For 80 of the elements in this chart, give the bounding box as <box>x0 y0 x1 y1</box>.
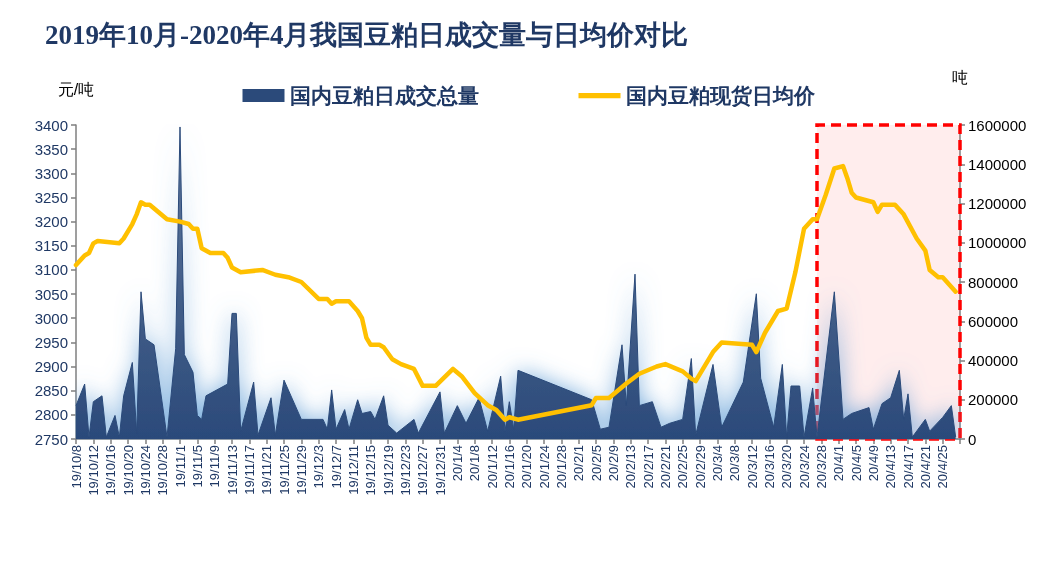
x-tick-label: 20/1/12 <box>484 445 500 489</box>
x-tick-label: 20/2/21 <box>657 445 673 489</box>
x-tick-label: 20/1/4 <box>449 445 465 482</box>
y-tick-label: 3350 <box>34 140 68 158</box>
y-axis-title: 元/吨 <box>57 80 95 98</box>
x-tick-label: 20/4/1 <box>831 445 847 482</box>
x-tick-label: 20/2/13 <box>623 445 639 489</box>
x-tick-label: 19/12/7 <box>328 445 344 489</box>
x-tick-label: 20/2/25 <box>675 445 691 489</box>
y-tick-label: 3400 <box>34 116 68 134</box>
x-tick-label: 19/11/9 <box>207 445 223 488</box>
x-tick-label: 19/10/8 <box>68 445 84 489</box>
y-tick-label: 3100 <box>34 261 68 279</box>
x-tick-label: 20/1/28 <box>553 445 569 489</box>
x-tick-label: 20/3/4 <box>709 445 725 482</box>
y-tick-label: 2850 <box>34 382 68 400</box>
y-tick-label: 2900 <box>34 358 68 376</box>
y-tick-label: 2950 <box>34 333 68 351</box>
chart-title: 2019年10月-2020年4月我国豆粕日成交量与日均价对比 <box>45 19 689 50</box>
y2-tick-label: 1200000 <box>968 195 1027 212</box>
x-tick-label: 19/11/1 <box>172 445 188 488</box>
y-tick-label: 3250 <box>34 188 68 206</box>
y2-tick-label: 1600000 <box>968 116 1027 134</box>
y-tick-label: 2750 <box>34 430 68 448</box>
x-tick-label: 19/10/20 <box>120 445 136 496</box>
x-tick-label: 19/11/29 <box>293 445 309 495</box>
x-tick-label: 19/10/28 <box>155 445 171 496</box>
y-tick-label: 3200 <box>34 213 68 231</box>
y2-tick-label: 1000000 <box>968 234 1027 252</box>
x-tick-label: 19/11/21 <box>259 445 275 495</box>
x-tick-label: 19/11/5 <box>189 445 205 488</box>
x-tick-label: 19/11/13 <box>224 445 240 495</box>
y-tick-label: 3300 <box>34 164 68 182</box>
y-tick-label: 2800 <box>34 406 68 424</box>
x-tick-label: 20/1/24 <box>536 445 552 489</box>
x-tick-label: 19/12/11 <box>345 445 361 495</box>
line-series <box>73 163 958 422</box>
x-tick-label: 20/2/1 <box>571 445 587 482</box>
x-tick-label: 20/3/24 <box>796 445 812 489</box>
x-tick-label: 19/12/27 <box>415 445 431 496</box>
x-tick-label: 20/4/13 <box>883 445 899 489</box>
x-tick-label: 20/1/8 <box>467 445 483 482</box>
x-tick-label: 19/12/23 <box>397 445 413 496</box>
x-tick-label: 20/4/25 <box>935 445 951 489</box>
x-tick-label: 20/4/5 <box>848 445 864 482</box>
x-tick-label: 19/10/24 <box>137 445 153 496</box>
x-tick-label: 19/10/16 <box>103 445 119 496</box>
x-tick-label: 19/12/19 <box>380 445 396 496</box>
y-tick-label: 3150 <box>34 237 68 255</box>
x-tick-label: 20/1/20 <box>519 445 535 489</box>
y2-tick-label: 1400000 <box>968 155 1027 173</box>
legend-label: 国内豆粕日成交总量 <box>289 83 479 108</box>
x-tick-label: 20/2/29 <box>692 445 708 489</box>
y2-tick-label: 400000 <box>968 352 1019 369</box>
x-tick-label: 20/3/28 <box>813 445 829 489</box>
x-tick-label: 20/4/9 <box>865 445 881 482</box>
y2-tick-label: 0 <box>968 430 977 448</box>
x-tick-label: 20/3/16 <box>761 445 777 489</box>
x-tick-label: 20/3/8 <box>727 445 743 482</box>
legend-label: 国内豆粕现货日均价 <box>625 83 816 108</box>
y-tick-label: 3000 <box>34 309 68 327</box>
x-tick-label: 19/12/15 <box>363 445 379 496</box>
x-tick-label: 19/12/31 <box>432 445 448 496</box>
y2-tick-label: 200000 <box>968 391 1019 409</box>
x-tick-label: 19/12/3 <box>311 445 327 489</box>
x-tick-label: 20/3/12 <box>744 445 760 489</box>
x-tick-label: 20/4/17 <box>900 445 916 489</box>
x-tick-label: 20/2/5 <box>588 445 604 482</box>
x-tick-label: 19/10/12 <box>85 445 101 496</box>
y2-tick-label: 800000 <box>968 273 1019 291</box>
x-tick-label: 20/3/20 <box>779 445 795 489</box>
y2-tick-label: 600000 <box>968 312 1019 330</box>
x-tick-label: 20/4/21 <box>917 445 933 489</box>
y2-axis-title: 吨 <box>952 68 968 86</box>
y-tick-label: 3050 <box>34 285 68 303</box>
x-tick-label: 20/2/17 <box>640 445 656 489</box>
x-tick-label: 19/11/25 <box>276 445 292 495</box>
x-tick-label: 19/11/17 <box>241 445 257 495</box>
x-tick-label: 20/2/9 <box>605 445 621 482</box>
x-tick-label: 20/1/16 <box>501 445 517 489</box>
